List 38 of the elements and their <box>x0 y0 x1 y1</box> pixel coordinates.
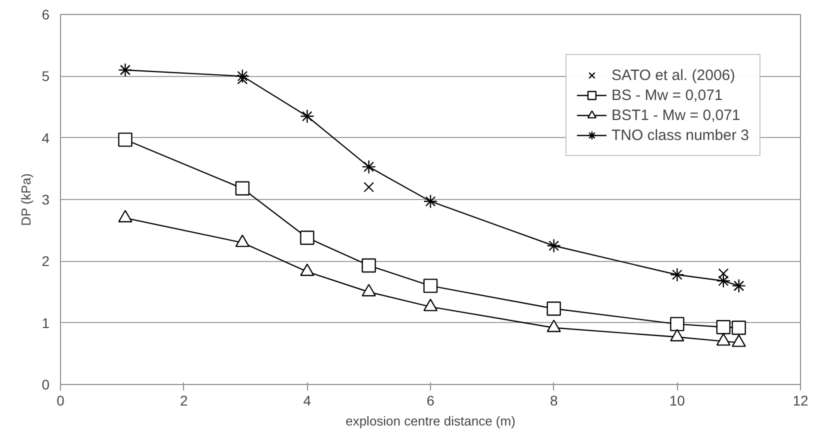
point <box>362 258 376 273</box>
point <box>670 316 684 332</box>
point <box>546 302 561 316</box>
legend-label: SATO et al. (2006) <box>611 66 736 84</box>
y-axis-title: DP (kPa) <box>18 173 34 226</box>
legend-label: BS - Mw = 0,071 <box>611 86 723 104</box>
y-tick-label: 1 <box>42 314 50 331</box>
y-tick-label: 2 <box>42 253 50 270</box>
y-tick-label: 3 <box>42 192 50 208</box>
y-tick-label: 6 <box>42 6 50 22</box>
legend-label: BST1 - Mw = 0,071 <box>611 106 740 124</box>
point <box>716 274 731 288</box>
x-tick-label: 0 <box>56 392 65 408</box>
x-tick-label: 4 <box>303 392 312 408</box>
y-tick-label: 4 <box>42 130 50 146</box>
legend-label: TNO class number 3 <box>611 126 749 144</box>
point <box>364 182 374 192</box>
point <box>423 278 438 293</box>
x-axis-title: explosion centre distance (m) <box>346 414 516 428</box>
x-tick-label: 12 <box>792 392 808 408</box>
y-tick-label: 5 <box>42 68 50 84</box>
x-tick-label: 10 <box>669 392 686 408</box>
x-tick-label: 6 <box>426 392 435 408</box>
x-tick-label: 8 <box>550 392 558 408</box>
point <box>716 320 731 334</box>
point <box>118 132 132 147</box>
point <box>732 320 746 335</box>
point <box>362 160 376 174</box>
point <box>546 238 561 253</box>
point <box>423 194 438 208</box>
x-tick-label: 2 <box>180 392 188 408</box>
point <box>300 109 314 124</box>
point <box>718 268 729 279</box>
point <box>670 268 684 282</box>
point <box>300 230 314 245</box>
point <box>235 69 250 84</box>
point <box>235 181 250 196</box>
y-tick-label: 0 <box>42 376 50 392</box>
